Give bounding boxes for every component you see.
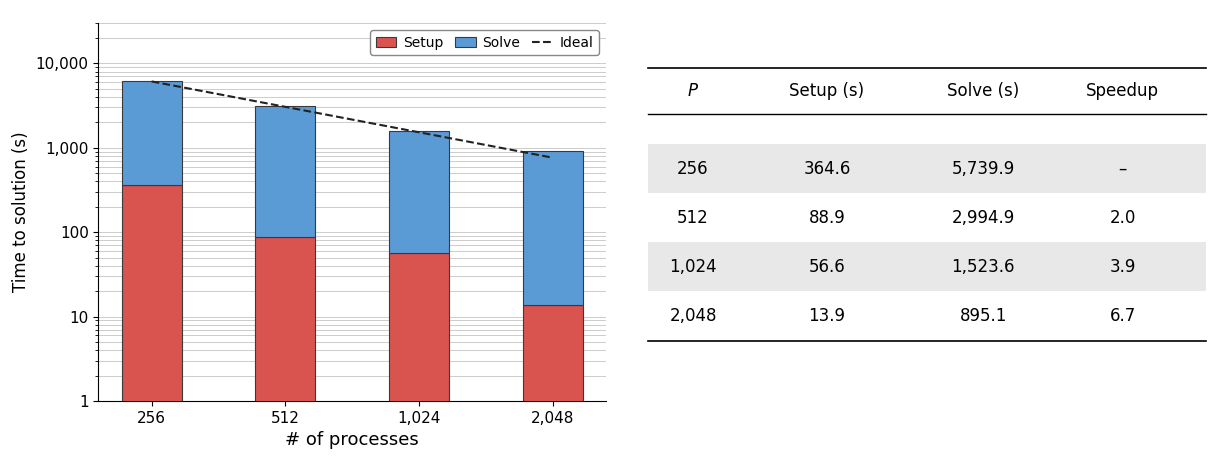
Bar	[389, 253, 449, 461]
Text: 1,523.6: 1,523.6	[952, 258, 1014, 276]
Bar	[522, 305, 582, 461]
Text: Setup (s): Setup (s)	[789, 82, 864, 100]
Bar	[389, 131, 449, 253]
Text: 5,739.9: 5,739.9	[952, 160, 1014, 177]
Text: 1,024: 1,024	[670, 258, 716, 276]
Text: 895.1: 895.1	[959, 307, 1007, 325]
Text: 3.9: 3.9	[1109, 258, 1136, 276]
Text: 2,994.9: 2,994.9	[952, 209, 1014, 227]
Bar	[649, 144, 1206, 193]
Text: 2.0: 2.0	[1109, 209, 1136, 227]
Text: Speedup: Speedup	[1086, 82, 1160, 100]
Legend: Setup, Solve, Ideal: Setup, Solve, Ideal	[371, 30, 598, 55]
Text: 364.6: 364.6	[804, 160, 851, 177]
Bar	[255, 106, 315, 236]
Text: 13.9: 13.9	[809, 307, 846, 325]
Text: –: –	[1119, 160, 1126, 177]
Text: 256: 256	[677, 160, 709, 177]
X-axis label: # of processes: # of processes	[286, 431, 419, 449]
Bar	[122, 82, 182, 185]
Text: P: P	[688, 82, 698, 100]
Text: 88.9: 88.9	[809, 209, 846, 227]
Bar	[649, 242, 1206, 291]
Text: 6.7: 6.7	[1109, 307, 1136, 325]
Bar	[255, 236, 315, 461]
Text: 56.6: 56.6	[809, 258, 846, 276]
Bar	[122, 185, 182, 461]
Bar	[649, 291, 1206, 341]
Text: 2,048: 2,048	[670, 307, 716, 325]
Y-axis label: Time to solution (s): Time to solution (s)	[12, 132, 31, 292]
Bar	[649, 193, 1206, 242]
Text: Solve (s): Solve (s)	[947, 82, 1019, 100]
Text: 512: 512	[677, 209, 709, 227]
Bar	[522, 151, 582, 305]
